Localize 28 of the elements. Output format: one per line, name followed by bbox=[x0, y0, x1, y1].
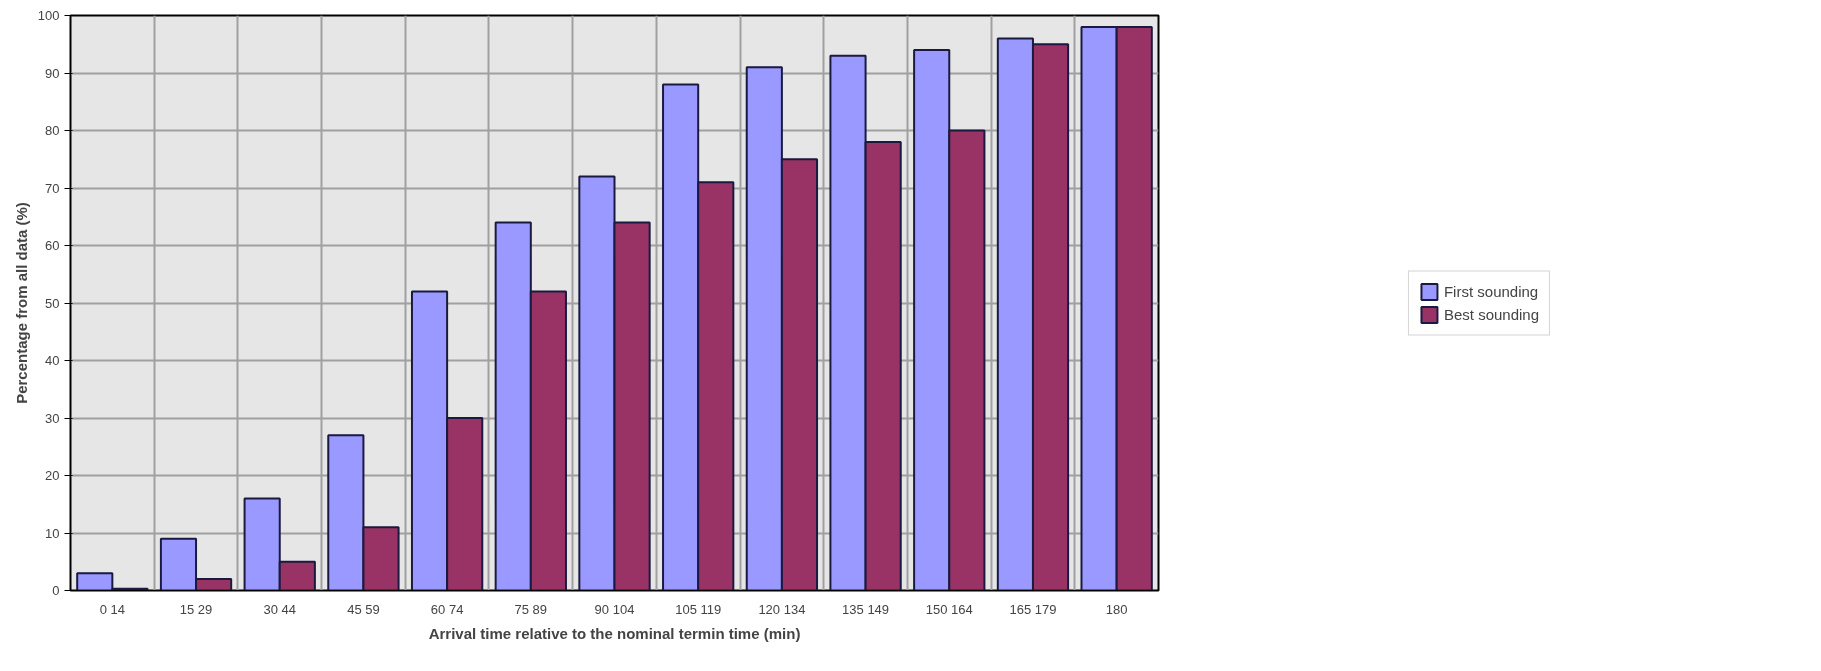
x-tick-label: 15 29 bbox=[179, 601, 213, 617]
y-tick-label: 70 bbox=[45, 180, 60, 196]
x-tick-label: 60 74 bbox=[430, 601, 464, 617]
legend-label: First sounding bbox=[1443, 282, 1539, 300]
x-tick-label: 150 164 bbox=[925, 601, 973, 617]
x-tick-label: 105 119 bbox=[675, 601, 722, 617]
y-axis-title: Percentage from all data (%) bbox=[12, 202, 30, 404]
y-tick-label: 30 bbox=[45, 410, 60, 426]
y-tick-label: 50 bbox=[45, 295, 60, 311]
y-tick-label: 40 bbox=[45, 353, 60, 368]
x-tick-label: 0 14 bbox=[99, 601, 126, 617]
y-tick-label: 0 bbox=[52, 583, 60, 598]
y-tick-label: 10 bbox=[45, 525, 60, 541]
y-tick-label: 100 bbox=[37, 8, 60, 23]
x-tick-label: 75 89 bbox=[514, 601, 548, 617]
x-tick-label: 135 149 bbox=[842, 601, 890, 617]
y-tick-label: 20 bbox=[45, 468, 60, 483]
x-tick-label: 180 bbox=[1105, 601, 1128, 617]
x-tick-label: 30 44 bbox=[263, 601, 297, 617]
x-axis-title: Arrival time relative to the nominal termin time (min) bbox=[428, 624, 801, 642]
x-tick-label: 120 134 bbox=[758, 601, 806, 617]
x-tick-label: 45 59 bbox=[347, 601, 380, 617]
y-tick-label: 90 bbox=[45, 65, 60, 81]
legend-label: Best sounding bbox=[1443, 305, 1540, 323]
y-tick-label: 80 bbox=[45, 123, 60, 138]
x-tick-label: 90 104 bbox=[594, 601, 635, 617]
x-tick-label: 165 179 bbox=[1009, 601, 1057, 617]
y-tick-label: 60 bbox=[45, 238, 60, 253]
